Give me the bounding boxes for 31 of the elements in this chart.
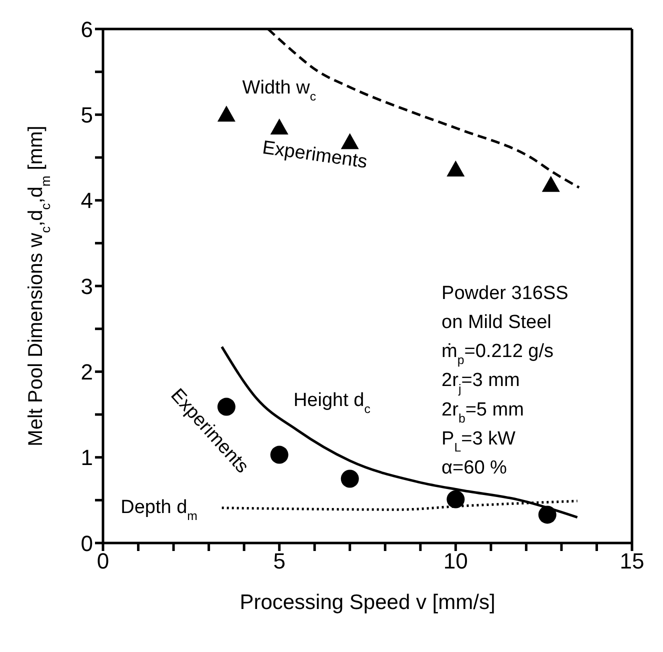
x-tick-label: 15 bbox=[620, 548, 644, 574]
annotation: Depth d$_{m}$ bbox=[120, 497, 198, 524]
point bbox=[446, 160, 465, 176]
y-tick-label: 3 bbox=[80, 274, 93, 299]
point bbox=[270, 118, 288, 135]
x-axis-title: Processing Speed v [mm/s] bbox=[240, 591, 496, 614]
x-tick-label: 5 bbox=[273, 548, 286, 574]
point bbox=[542, 176, 560, 192]
point bbox=[217, 106, 236, 122]
annotation: Experiments bbox=[261, 137, 369, 173]
y-tick-label: 1 bbox=[80, 445, 93, 470]
x-tick-label: 10 bbox=[443, 548, 468, 574]
point bbox=[340, 470, 359, 488]
annotation: 2r$_{j}$=3 mm bbox=[442, 370, 520, 396]
annotation: Height d$_{c}$ bbox=[293, 390, 370, 416]
y-tick-label: 0 bbox=[80, 530, 93, 556]
annotation: α=60 % bbox=[442, 458, 508, 479]
annotation: 2r$_{b}$=5 mm bbox=[442, 399, 524, 426]
annotation: on Mild Steel bbox=[442, 312, 552, 333]
y-tick-label: 5 bbox=[80, 102, 93, 128]
y-tick-label: 4 bbox=[80, 188, 93, 214]
point bbox=[270, 446, 288, 464]
y-tick-label: 2 bbox=[80, 359, 93, 384]
y-tick-label: 6 bbox=[80, 16, 93, 42]
annotation: P$_{L}$=3 kW bbox=[442, 428, 516, 454]
point bbox=[446, 490, 465, 508]
annotation: Width w$_{c}$ bbox=[242, 77, 316, 104]
x-tick-label: 0 bbox=[96, 548, 110, 574]
point bbox=[538, 506, 556, 524]
annotation: Powder 316SS bbox=[442, 282, 568, 304]
annotation: ṁ$_{p}$=0.212 g/s bbox=[442, 341, 554, 368]
